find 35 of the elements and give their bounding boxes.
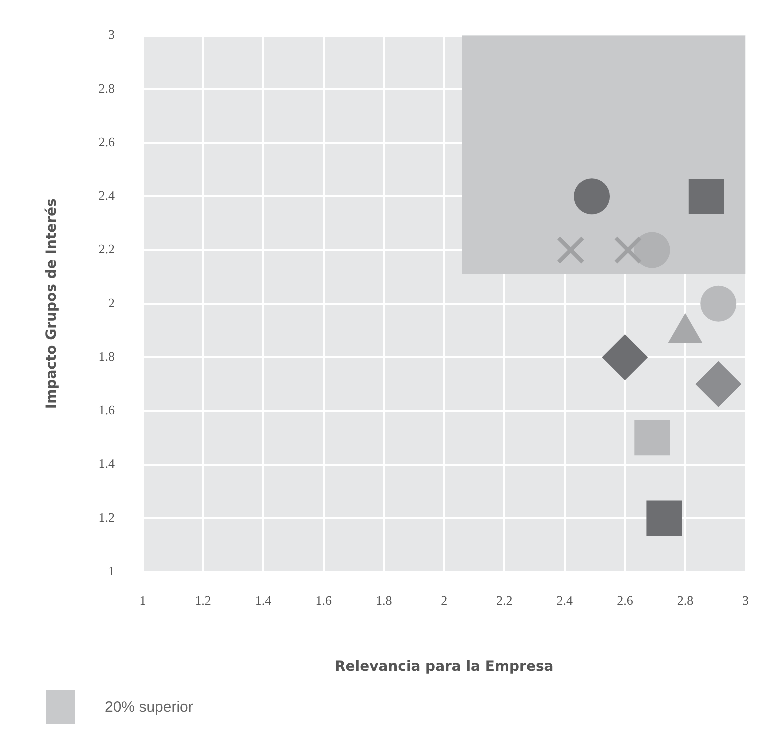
- y-axis-title: Impacto Grupos de Interés: [44, 198, 60, 410]
- y-tick-label: 2.2: [98, 242, 115, 257]
- y-tick-label: 2: [108, 295, 115, 310]
- point: [688, 178, 724, 214]
- x-tick-label: 2.6: [617, 593, 634, 608]
- x-tick-label: 2.4: [556, 593, 574, 608]
- x-tick-label: 1.6: [316, 593, 332, 608]
- point: [556, 236, 585, 264]
- point: [574, 178, 610, 215]
- y-tick-label: 2.4: [98, 188, 116, 204]
- point: [696, 361, 742, 408]
- y-tick-label: 3: [108, 27, 115, 42]
- x-tick-label: 2.2: [496, 593, 513, 608]
- y-tick-label: 2.8: [98, 80, 115, 96]
- legend-label: 20% superior: [105, 698, 194, 716]
- x-tick-label: 2: [441, 593, 448, 608]
- x-tick-label: 1.8: [376, 593, 392, 608]
- point: [634, 420, 670, 456]
- point: [634, 232, 670, 268]
- x-tick-label: 3: [742, 593, 749, 608]
- y-tick-label: 1.6: [98, 402, 116, 418]
- y-tick-label: 1: [108, 563, 115, 578]
- x-tick-label: 1: [140, 593, 146, 608]
- point: [614, 236, 642, 264]
- x-tick-label: 1.2: [195, 593, 212, 608]
- x-tick-label: 1.4: [255, 593, 272, 608]
- point: [646, 500, 682, 536]
- point: [700, 286, 737, 322]
- y-tick-label: 1.8: [98, 348, 115, 364]
- y-tick-label: 1.4: [98, 456, 116, 472]
- y-tick-label: 2.6: [98, 134, 116, 150]
- y-tick-label: 1.2: [98, 510, 115, 525]
- x-tick-label: 2.8: [677, 593, 694, 608]
- x-axis-title: Relevancia para la Empresa: [335, 659, 554, 676]
- point: [602, 334, 648, 381]
